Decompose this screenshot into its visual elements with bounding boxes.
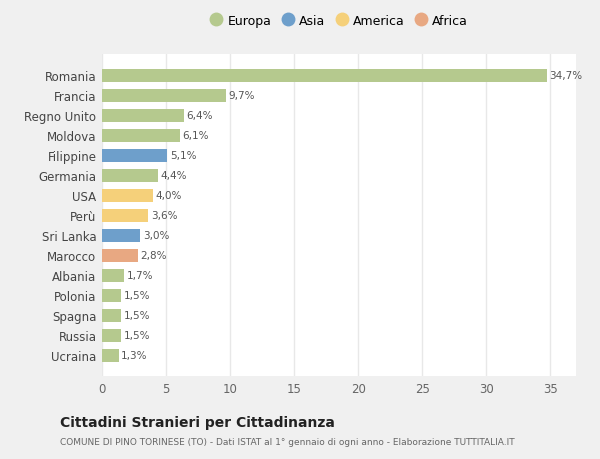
Text: 2,8%: 2,8% (140, 251, 167, 261)
Bar (102, 329, 121, 342)
Bar (102, 209, 148, 222)
Text: 1,3%: 1,3% (121, 350, 148, 360)
Bar (102, 269, 124, 282)
Text: 1,5%: 1,5% (124, 330, 150, 340)
Bar (102, 189, 153, 202)
Text: 1,5%: 1,5% (124, 291, 150, 301)
Bar (102, 309, 121, 322)
Text: 4,4%: 4,4% (161, 171, 187, 181)
Text: 9,7%: 9,7% (229, 91, 256, 101)
Text: 6,4%: 6,4% (187, 111, 213, 121)
Bar (102, 150, 167, 162)
Bar (102, 90, 226, 102)
Text: 1,7%: 1,7% (127, 270, 153, 280)
Bar (102, 289, 121, 302)
Text: 1,5%: 1,5% (124, 310, 150, 320)
Text: 3,0%: 3,0% (143, 231, 169, 241)
Text: 34,7%: 34,7% (549, 71, 582, 81)
Bar (102, 249, 138, 262)
Text: 4,0%: 4,0% (156, 191, 182, 201)
Text: 5,1%: 5,1% (170, 151, 196, 161)
Text: Cittadini Stranieri per Cittadinanza: Cittadini Stranieri per Cittadinanza (60, 415, 335, 429)
Text: 6,1%: 6,1% (183, 131, 209, 141)
Bar (102, 229, 140, 242)
Text: COMUNE DI PINO TORINESE (TO) - Dati ISTAT al 1° gennaio di ogni anno - Elaborazi: COMUNE DI PINO TORINESE (TO) - Dati ISTA… (60, 437, 515, 446)
Bar (102, 349, 119, 362)
Bar (102, 169, 158, 182)
Text: 3,6%: 3,6% (151, 211, 177, 221)
Bar (102, 110, 184, 123)
Legend: Europa, Asia, America, Africa: Europa, Asia, America, Africa (205, 10, 473, 33)
Bar (102, 70, 547, 83)
Bar (102, 129, 180, 142)
